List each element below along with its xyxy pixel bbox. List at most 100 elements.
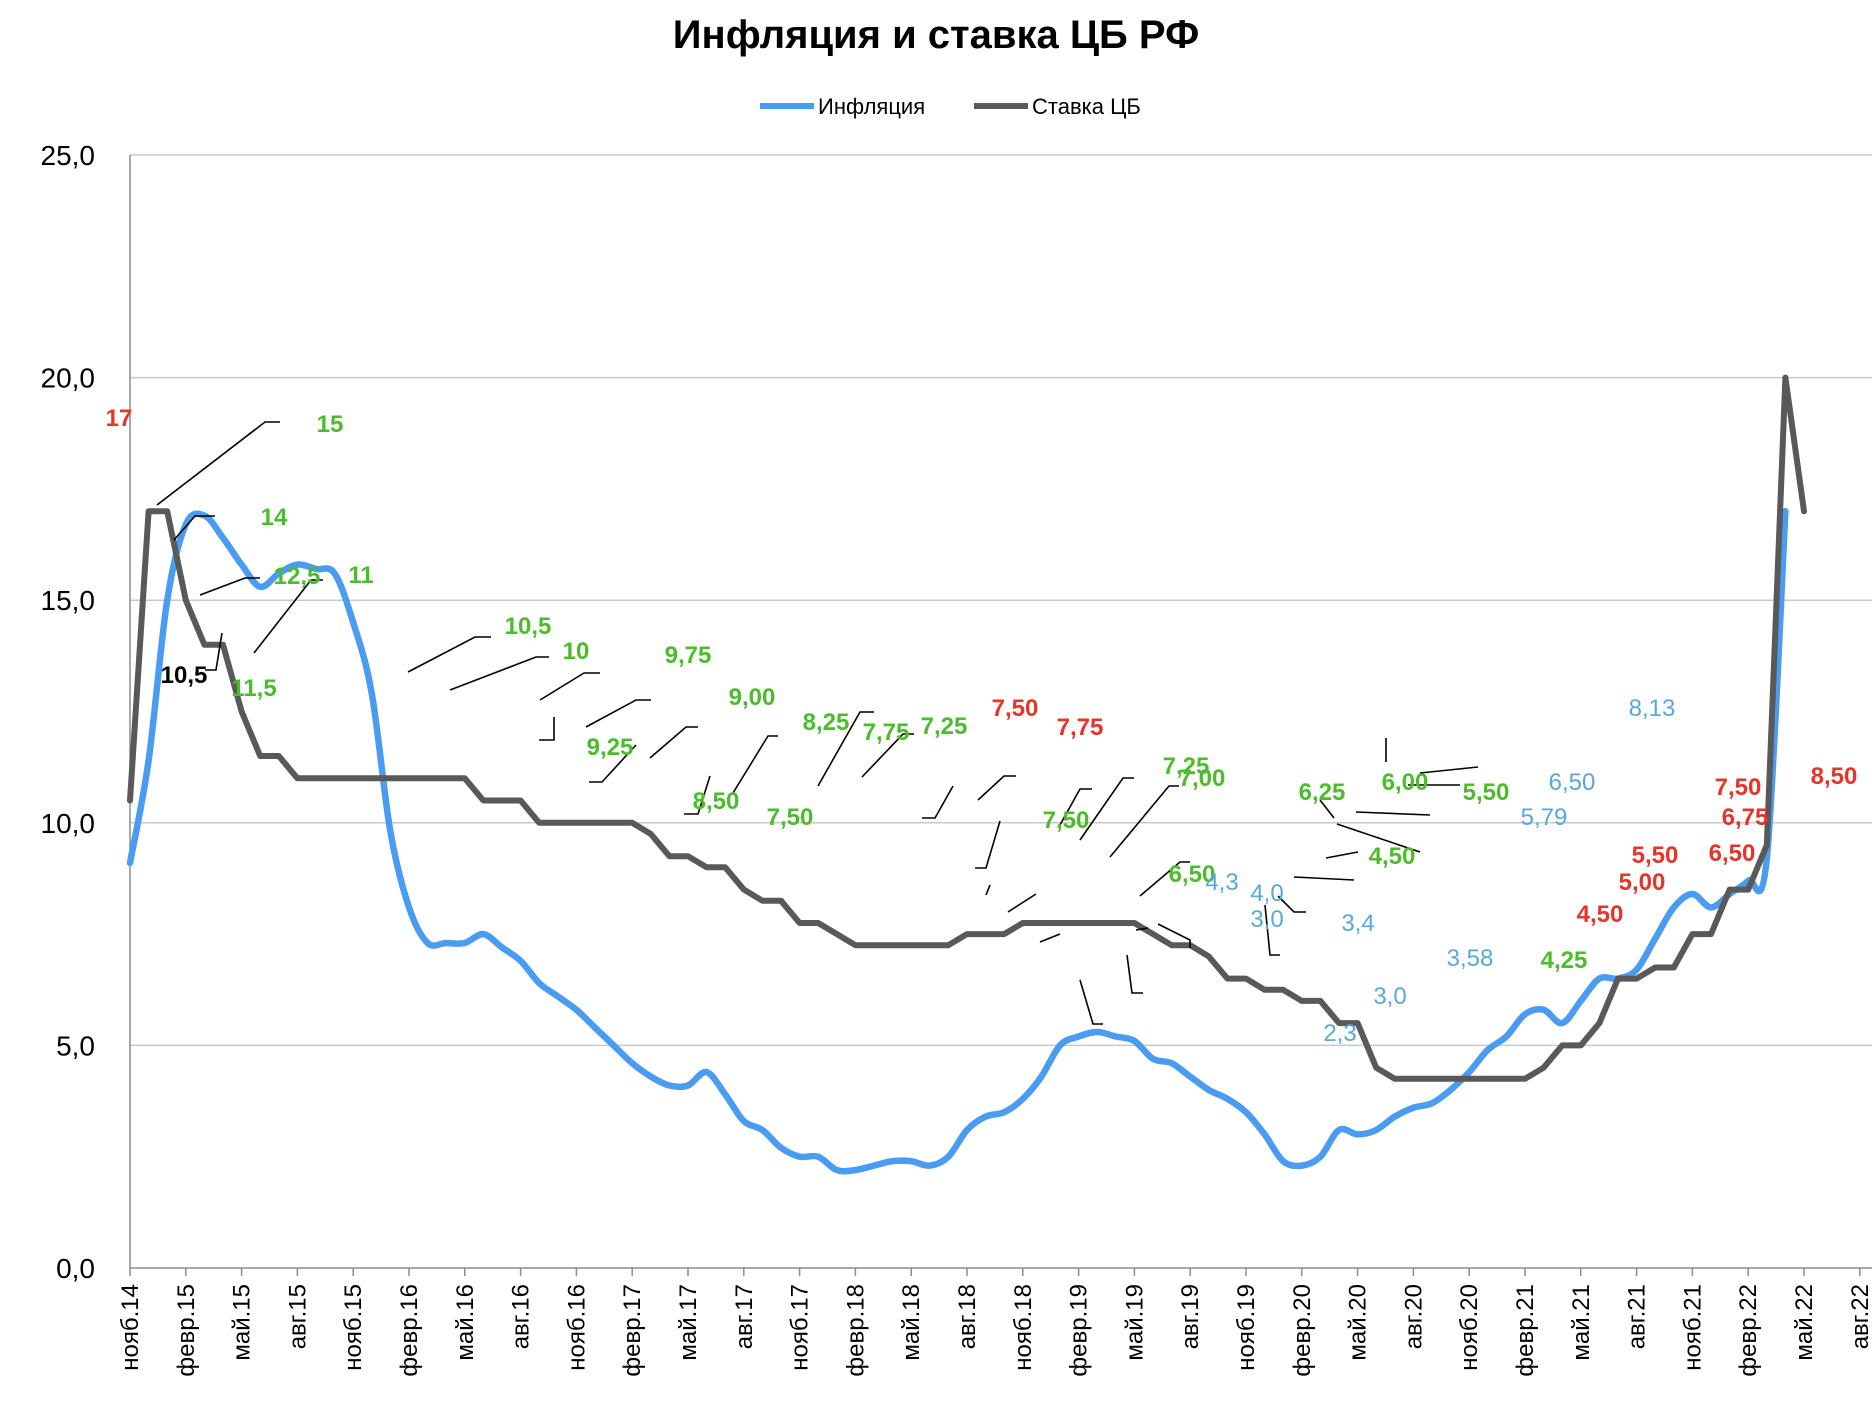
- data-label: 9,75: [665, 642, 712, 669]
- data-label: 8,13: [1629, 695, 1676, 722]
- data-label: 5,50: [1632, 842, 1679, 869]
- legend-inflation-label: Инфляция: [818, 94, 925, 119]
- x-tick-label: май.18: [898, 1284, 925, 1361]
- x-tick-label: май.19: [1121, 1284, 1148, 1361]
- y-tick-label: 15,0: [41, 585, 96, 616]
- y-axis-ticks: 0,0 5,0 10,0 15,0 20,0 25,0: [41, 140, 96, 1284]
- x-tick-label: май.17: [675, 1284, 702, 1361]
- annotation-leader-line: [732, 735, 778, 794]
- data-label: 7,75: [1057, 714, 1104, 741]
- annotation-leader-line: [1277, 895, 1306, 913]
- annotation-leader-line: [1139, 861, 1190, 897]
- annotation-leader-line: [985, 884, 991, 896]
- x-tick-label: май.21: [1568, 1284, 1595, 1361]
- annotation-leader-line: [649, 726, 698, 759]
- x-tick-label: нояб.14: [117, 1284, 144, 1371]
- x-tick-label: нояб.15: [340, 1284, 367, 1371]
- data-label: 3,4: [1341, 910, 1374, 937]
- annotation-leader-line: [449, 656, 549, 691]
- data-label: 3,0: [1373, 983, 1406, 1010]
- y-tick-label: 0,0: [56, 1253, 95, 1284]
- annotation-labels: 17 15 14 12,5 11 10,5 11,5 10,5 10 9,75 9,25 9,00 8,…: [106, 405, 1858, 1047]
- x-tick-label: нояб.16: [563, 1284, 590, 1371]
- chart-title: Инфляция и ставка ЦБ РФ: [673, 13, 1199, 57]
- data-label: 5,79: [1521, 804, 1568, 831]
- x-tick-label: февр.17: [619, 1284, 646, 1377]
- data-label: 4,3: [1205, 869, 1238, 896]
- x-tick-label: февр.21: [1512, 1284, 1539, 1377]
- x-tick-label: авг.21: [1624, 1284, 1651, 1349]
- x-tick-label: авг.16: [508, 1284, 535, 1349]
- annotation-leader-line: [1293, 876, 1355, 881]
- data-label: 6,50: [1549, 769, 1596, 796]
- annotation-leader-line: [861, 733, 914, 778]
- annotation-leaders: [156, 421, 1479, 1025]
- annotation-leader-line: [817, 711, 874, 787]
- y-tick-label: 20,0: [41, 363, 96, 394]
- annotation-leader-line: [1059, 788, 1092, 826]
- data-label: 6,75: [1722, 804, 1769, 831]
- y-tick-label: 10,0: [41, 808, 96, 839]
- annotation-leader-line: [589, 744, 637, 783]
- annotation-leader-line: [173, 515, 215, 541]
- legend: Инфляция Ставка ЦБ: [760, 94, 1141, 119]
- data-label: 17: [106, 405, 133, 432]
- data-label: 12,5: [274, 563, 321, 590]
- data-label: 2,3: [1323, 1020, 1356, 1047]
- annotation-leader-line: [156, 421, 280, 506]
- annotation-leader-line: [1419, 766, 1479, 774]
- x-tick-label: февр.18: [842, 1284, 869, 1377]
- x-tick-label: нояб.19: [1233, 1284, 1260, 1371]
- data-label: 6,50: [1169, 861, 1216, 888]
- data-label: 6,00: [1382, 769, 1429, 796]
- x-tick-label: май.15: [229, 1284, 256, 1361]
- annotation-leader-line: [1355, 811, 1431, 816]
- gridlines: [130, 154, 1872, 1047]
- y-tick-label: 25,0: [41, 140, 96, 171]
- data-label: 3,58: [1447, 945, 1494, 972]
- annotation-leader-line: [684, 775, 711, 815]
- x-tick-label: февр.19: [1066, 1284, 1093, 1377]
- data-label: 9,00: [729, 684, 776, 711]
- annotation-leader-line: [1007, 893, 1037, 913]
- annotation-leader-line: [1079, 777, 1134, 841]
- x-tick-label: май.20: [1345, 1284, 1372, 1361]
- annotation-leader-line: [205, 632, 223, 671]
- x-tick-label: нояб.20: [1456, 1284, 1483, 1371]
- data-label: 5,00: [1619, 869, 1666, 896]
- data-label: 10,5: [161, 662, 208, 689]
- data-label: 7,25: [921, 713, 968, 740]
- x-tick-label: авг.19: [1177, 1284, 1204, 1349]
- annotation-leader-line: [1336, 823, 1421, 853]
- x-tick-label: февр.22: [1735, 1284, 1762, 1377]
- x-tick-label: февр.20: [1289, 1284, 1316, 1377]
- annotation-leader-line: [1109, 785, 1179, 858]
- x-tick-label: нояб.21: [1679, 1284, 1706, 1371]
- x-tick-label: нояб.18: [1010, 1284, 1037, 1371]
- series-line-key-rate: [127, 374, 1807, 1082]
- x-tick-label: февр.16: [396, 1284, 423, 1377]
- x-tick-label: нояб.17: [787, 1284, 814, 1371]
- data-label: 7,75: [863, 719, 910, 746]
- data-label: 7,50: [767, 804, 814, 831]
- annotation-leader-line: [977, 775, 1016, 801]
- x-tick-label: май.16: [452, 1284, 479, 1361]
- x-tick-label: авг.17: [731, 1284, 758, 1349]
- data-label: 4,50: [1369, 843, 1416, 870]
- series-line-inflation: [126, 507, 1789, 1175]
- annotation-leader-line: [1157, 923, 1191, 948]
- x-tick-label: авг.20: [1400, 1284, 1427, 1349]
- annotation-leader-line: [1325, 851, 1359, 859]
- data-label: 10,5: [505, 613, 552, 640]
- data-label: 7,50: [992, 695, 1039, 722]
- data-label: 3,0: [1250, 906, 1283, 933]
- annotation-leader-line: [1039, 933, 1061, 943]
- data-label: 8,50: [693, 788, 740, 815]
- x-tick-label: авг.15: [284, 1284, 311, 1349]
- annotation-leader-line: [253, 579, 323, 654]
- series: [126, 374, 1807, 1175]
- data-label: 4,50: [1577, 901, 1624, 928]
- data-label: 8,50: [1811, 763, 1858, 790]
- x-tick-label: февр.15: [173, 1284, 200, 1377]
